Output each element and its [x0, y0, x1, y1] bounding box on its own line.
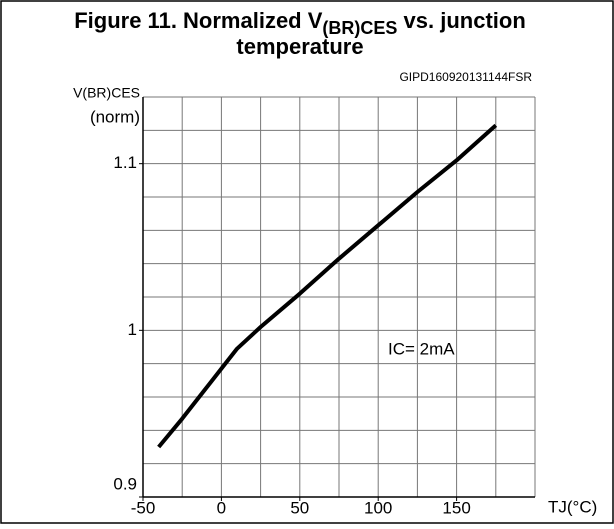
y-tick-label: 1: [128, 320, 137, 339]
figure-code: GIPD160920131144FSR: [399, 70, 532, 84]
x-tick-label: 100: [364, 498, 392, 517]
x-tick-label: 0: [217, 498, 226, 517]
x-tick-label: 50: [290, 498, 309, 517]
y-axis-label: V(BR)CES: [73, 85, 140, 101]
title-sub: (BR)CES: [322, 18, 397, 38]
chart-title: Figure 11. Normalized V(BR)CES vs. junct…: [74, 8, 526, 38]
chart-title-line2: temperature: [236, 34, 363, 59]
y-tick-label: 0.9: [113, 474, 137, 493]
title-main: Figure 11. Normalized V: [74, 8, 323, 33]
y-tick-label: 1.1: [113, 153, 137, 172]
annotation: IC= 2mA: [388, 339, 455, 358]
title-rest: vs. junction: [397, 8, 525, 33]
data-line: [157, 123, 498, 449]
x-tick-label: 150: [442, 498, 470, 517]
x-tick-label: -50: [131, 498, 156, 517]
y-axis-label: (norm): [90, 107, 140, 126]
x-axis-label: TJ(°C): [548, 497, 597, 516]
